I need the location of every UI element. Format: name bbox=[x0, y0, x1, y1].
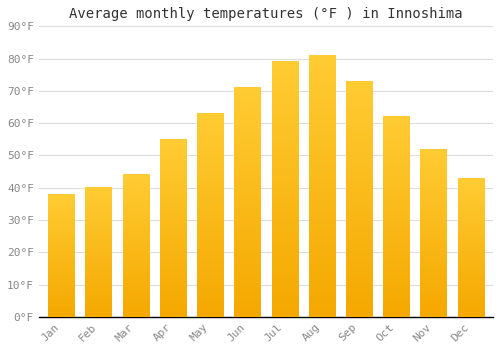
Title: Average monthly temperatures (°F ) in Innoshima: Average monthly temperatures (°F ) in In… bbox=[69, 7, 462, 21]
